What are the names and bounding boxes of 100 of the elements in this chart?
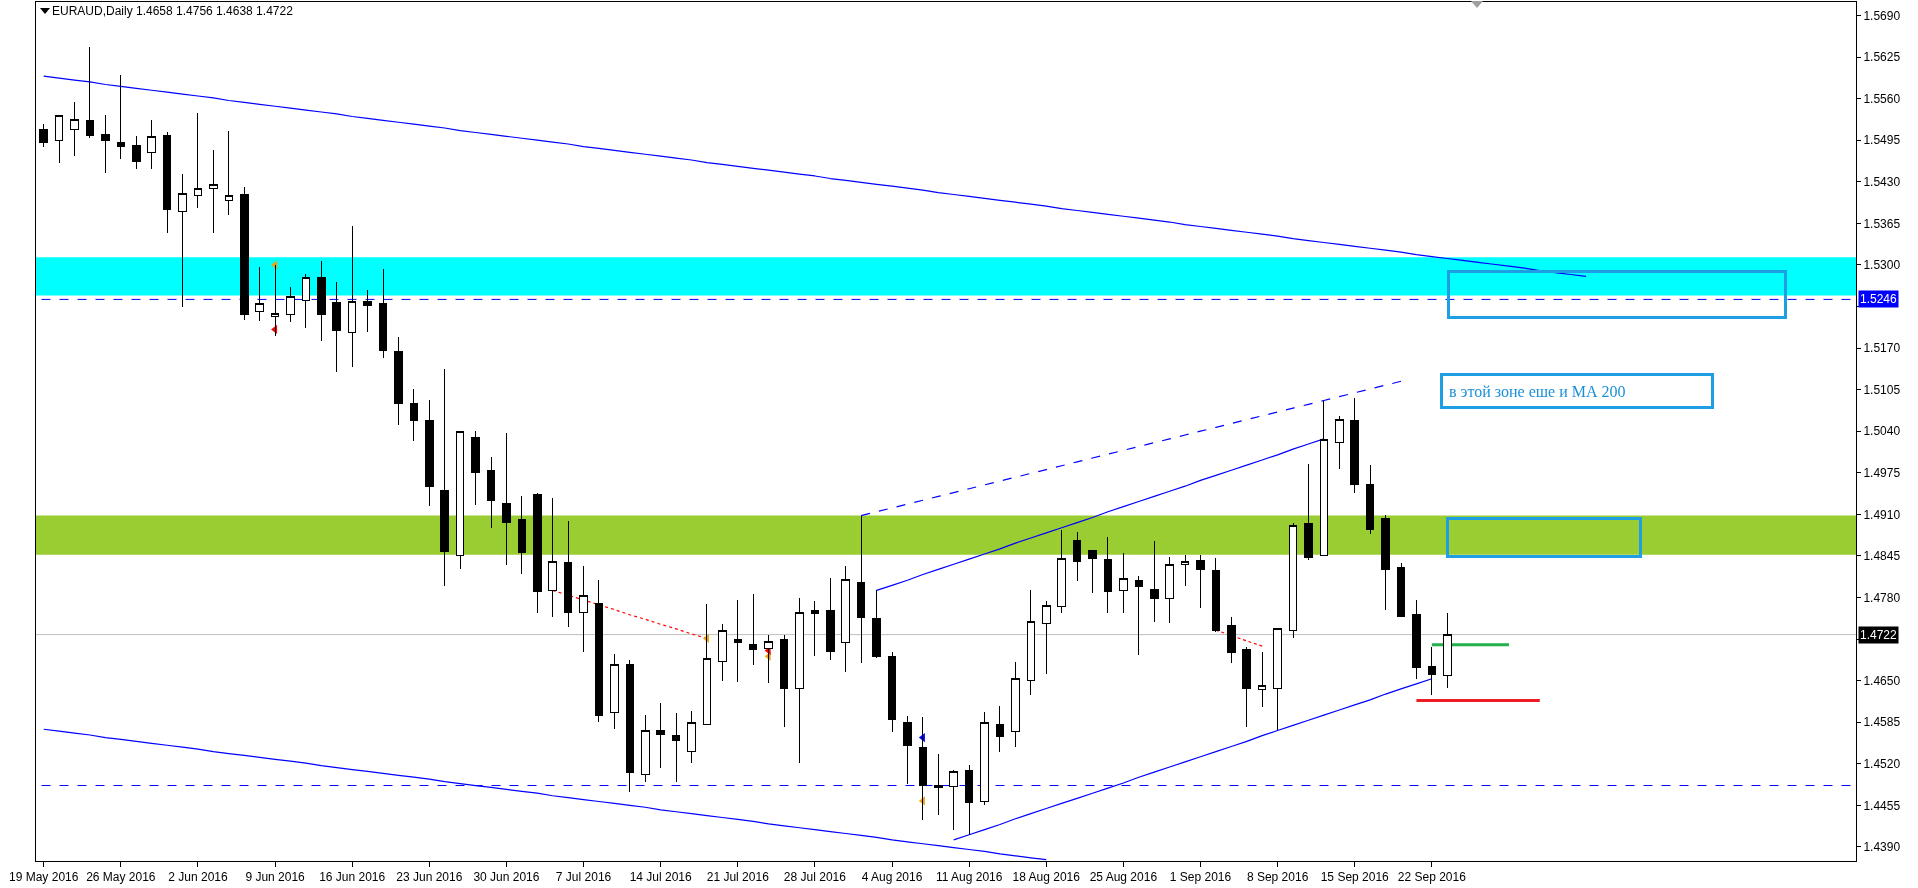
x-tick-label: 15 Sep 2016 <box>1320 870 1390 885</box>
candlestick <box>85 46 95 139</box>
x-tick-label: 23 Jun 2016 <box>396 870 463 885</box>
x-tick-label: 16 Jun 2016 <box>319 870 386 885</box>
candlestick <box>934 753 943 816</box>
y-tick-label: 1.4975 <box>1863 465 1901 480</box>
candlestick <box>224 130 234 216</box>
candlestick <box>162 131 172 234</box>
candlestick <box>1288 522 1298 639</box>
candlestick <box>625 659 635 793</box>
annotation: в этой зоне еше и МА 200 <box>1449 382 1626 400</box>
candlestick <box>332 281 342 373</box>
x-tick-label: 11 Aug 2016 <box>935 870 1003 885</box>
candlestick <box>795 597 804 763</box>
candlestick <box>39 123 48 148</box>
candlestick <box>949 769 958 831</box>
candlestick <box>1011 661 1020 748</box>
y-tick-label: 1.4780 <box>1863 590 1901 605</box>
candlestick <box>1381 514 1390 611</box>
candlestick <box>579 565 588 653</box>
line-series <box>43 75 1587 277</box>
x-tick-label: 9 Jun 2016 <box>245 870 306 885</box>
candlestick <box>964 764 974 836</box>
candlestick <box>1396 562 1406 618</box>
candlestick <box>131 135 141 170</box>
candlestick <box>239 186 249 321</box>
candlestick <box>1365 464 1375 535</box>
candlestick <box>440 368 450 587</box>
candlestick <box>425 399 434 507</box>
x-tick-label: 1 Sep 2016 <box>1169 870 1232 885</box>
candlestick <box>301 273 311 329</box>
y-tick-label: 1.5430 <box>1863 174 1901 189</box>
candlestick <box>872 589 881 659</box>
candlestick <box>594 579 604 723</box>
candlestick <box>363 289 372 333</box>
candlestick <box>1119 552 1128 614</box>
x-tick-label: 25 Aug 2016 <box>1089 870 1158 885</box>
candlestick <box>255 266 264 322</box>
y-tick-label: 1.5495 <box>1863 133 1901 148</box>
candlestick <box>486 456 496 529</box>
y-tick-label: 1.4520 <box>1863 756 1901 771</box>
candlestick <box>1319 400 1329 557</box>
candlestick <box>1196 554 1205 609</box>
ref-line-label: 1.5246 <box>1860 292 1898 306</box>
candlestick <box>1304 463 1313 561</box>
candlestick <box>471 430 480 506</box>
candlestick <box>347 225 357 368</box>
candlestick <box>1088 549 1097 594</box>
y-tick-label: 1.4455 <box>1863 798 1901 813</box>
candlestick <box>1427 646 1437 696</box>
y-tick-label: 1.5300 <box>1863 258 1901 273</box>
x-tick-label: 4 Aug 2016 <box>861 870 923 885</box>
candlestick <box>1242 646 1252 728</box>
candlestick <box>517 495 527 575</box>
candlestick <box>455 430 465 570</box>
candlestick <box>1149 540 1159 623</box>
x-tick-label: 14 Jul 2016 <box>629 870 693 885</box>
candlestick <box>317 260 326 342</box>
y-tick-label: 1.5560 <box>1863 91 1901 106</box>
candlestick <box>101 114 110 174</box>
candlestick <box>563 520 573 628</box>
candlestick <box>1273 628 1282 731</box>
candlestick <box>779 634 789 728</box>
candlestick <box>147 119 156 170</box>
candlestick <box>1134 575 1144 656</box>
x-tick-label: 18 Aug 2016 <box>1012 870 1081 885</box>
candlestick <box>1041 600 1051 675</box>
candlestick <box>718 623 727 682</box>
x-tick-label: 7 Jul 2016 <box>555 870 612 885</box>
candlestick <box>532 492 542 614</box>
x-tick-label: 19 May 2016 <box>9 870 79 885</box>
y-tick-label: 1.4910 <box>1863 507 1901 522</box>
chart-title: EURAUD,Daily 1.4658 1.4756 1.4638 1.4722 <box>52 4 294 19</box>
y-tick-label: 1.5040 <box>1863 424 1901 439</box>
candlestick <box>548 497 557 618</box>
candlestick <box>810 600 820 657</box>
x-tick-label: 8 Sep 2016 <box>1246 870 1309 885</box>
candlestick <box>1350 397 1360 494</box>
candlestick <box>856 515 866 664</box>
candlestick <box>54 114 64 164</box>
x-tick-label: 2 Jun 2016 <box>168 870 228 885</box>
candlestick <box>1165 556 1174 624</box>
x-tick-label: 22 Sep 2016 <box>1397 870 1467 885</box>
candlestick <box>1211 557 1221 633</box>
candlestick <box>995 705 1005 753</box>
x-tick-label: 30 Jun 2016 <box>473 870 540 885</box>
x-tick-label: 21 Jul 2016 <box>706 870 770 885</box>
candlestick <box>70 101 79 157</box>
candlestick <box>733 599 743 683</box>
candlestick <box>1026 589 1036 696</box>
candlestick <box>116 74 126 160</box>
candlestick <box>209 149 218 234</box>
candlestick <box>687 710 696 763</box>
candlestick <box>610 653 619 730</box>
candlestick <box>671 712 681 783</box>
candlestick <box>1412 599 1421 680</box>
candlestick <box>887 651 897 733</box>
ref-line-label: 1.4722 <box>1860 628 1898 642</box>
candlestick <box>826 577 835 661</box>
candlestick <box>748 593 758 666</box>
